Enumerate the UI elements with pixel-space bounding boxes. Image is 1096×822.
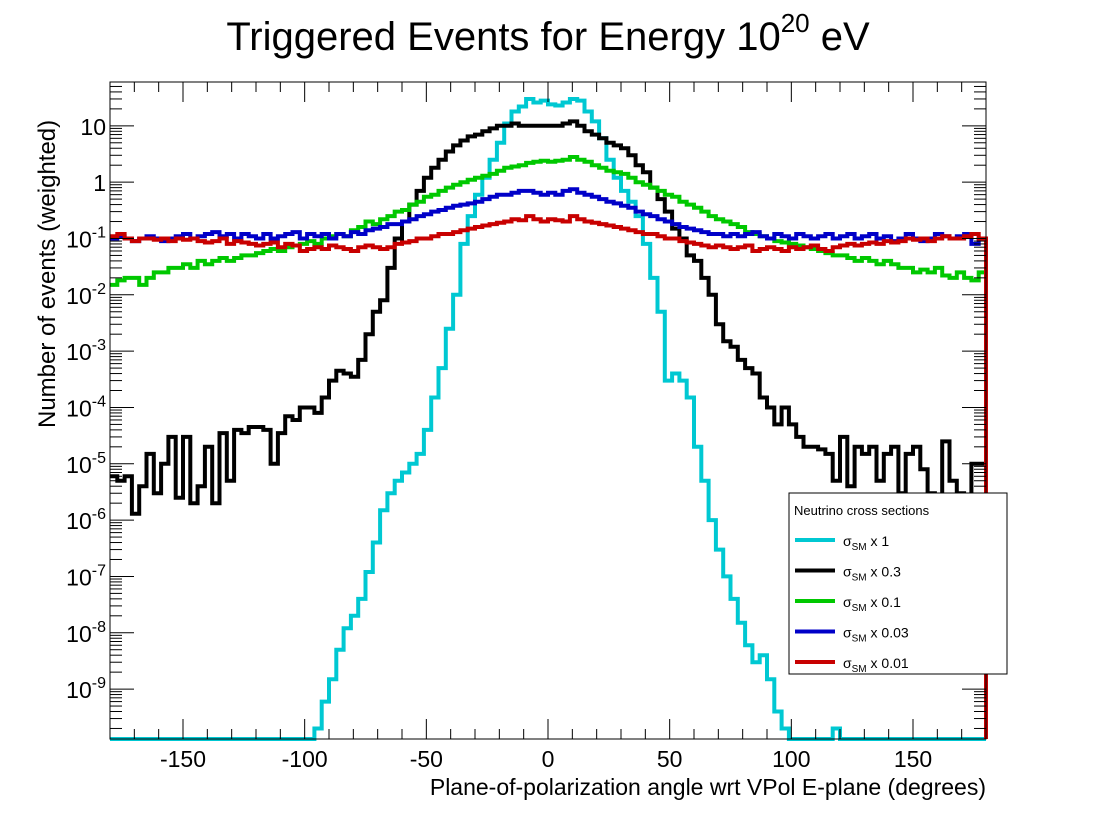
x-axis-label: Plane-of-polarization angle wrt VPol E-p… [430,774,986,800]
x-tick-label: 150 [894,746,932,772]
legend: Neutrino cross sections σSM x 1 σSM x 0.3… [788,492,1008,675]
x-tick-label: 100 [772,746,810,772]
x-tick-label: -100 [282,746,328,772]
legend-entry-label: σSM x 0.03 [843,625,909,645]
y-tick-label: 10-2 [66,281,106,309]
legend-box [788,492,1008,675]
y-tick-label: 10-6 [66,506,106,534]
y-tick-label: 10-7 [66,562,106,590]
y-tick-label: 1 [93,170,106,196]
y-tick-label: 10-4 [66,393,106,421]
x-tick-label: -150 [160,746,206,772]
series-line-1 [110,119,986,516]
chart-title-main: Triggered Events for Energy 10 [226,15,780,59]
series-line-2 [110,155,986,287]
y-tick-label: 10-3 [66,337,106,365]
legend-entry-label: σSM x 0.3 [843,564,901,584]
legend-entry-label: σSM x 0.1 [843,594,901,614]
x-tick-label: 0 [542,746,555,772]
series-line-3 [110,187,986,246]
chart-title-tail: eV [810,15,870,59]
chart-title-superscript: 20 [781,8,810,38]
chart-title: Triggered Events for Energy 1020 eV [226,8,870,59]
legend-title: Neutrino cross sections [794,503,930,518]
x-tick-label: 50 [657,746,683,772]
legend-entries: σSM x 1 σSM x 0.3 σSM x 0.1 σSM x 0.03 σSM x… [795,533,909,675]
y-tick-label: 10-1 [66,224,106,252]
series-line-0 [110,97,986,741]
series-layer [110,97,988,741]
legend-entry-label: σSM x 1 [843,533,889,553]
y-tick-label: 10-5 [66,450,106,478]
legend-entry-label: σSM x 0.01 [843,655,909,675]
series-line-4 [110,214,988,739]
x-tick-label: -50 [410,746,443,772]
y-tick-label: 10-9 [66,675,106,703]
y-tick-label: 10-8 [66,619,106,647]
y-axis-label: Number of events (weighted) [34,120,61,428]
y-tick-label: 10 [80,114,106,140]
